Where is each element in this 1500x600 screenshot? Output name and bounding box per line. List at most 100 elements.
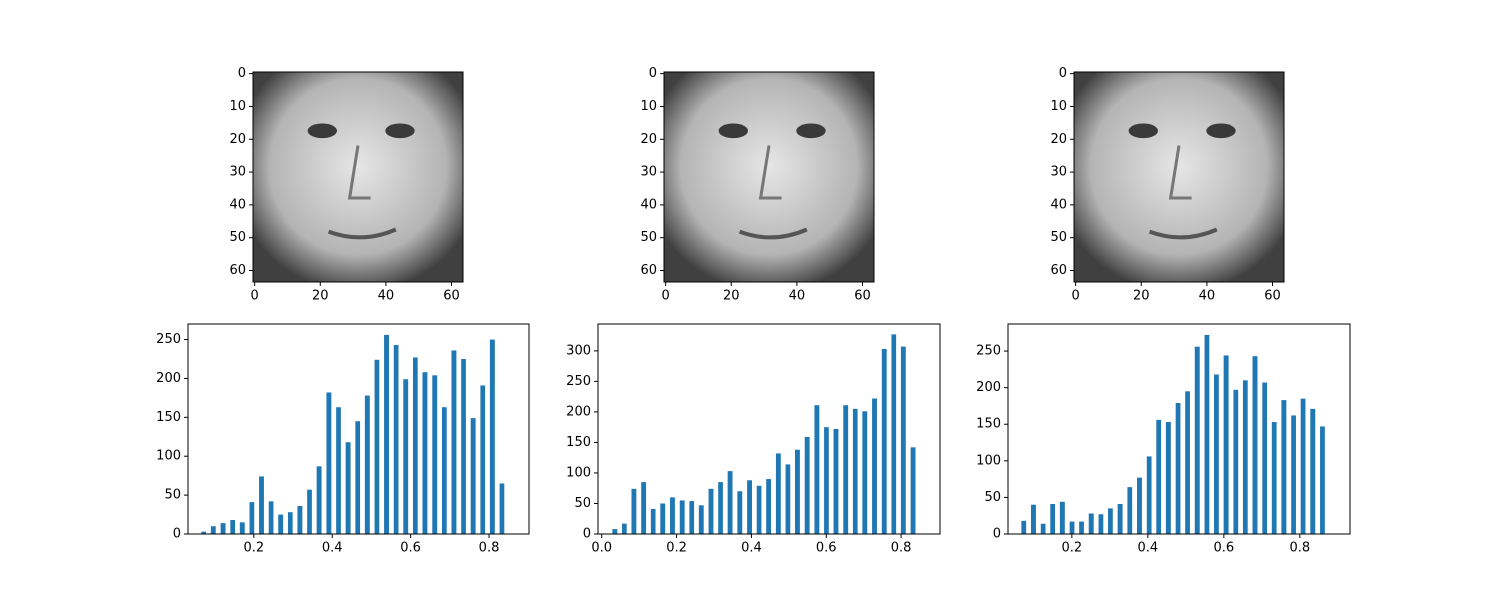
bar (1021, 520, 1027, 534)
bar (201, 531, 207, 534)
bar (843, 405, 849, 534)
mouth (327, 227, 397, 240)
bar (900, 346, 906, 534)
y-tick-label: 20 (229, 132, 246, 147)
y-tick-label: 60 (229, 263, 246, 278)
bar (220, 523, 226, 534)
face-image (664, 72, 874, 282)
eye (796, 123, 826, 139)
x-tick-label: 0.8 (1289, 541, 1310, 556)
bar (1079, 521, 1084, 534)
bar (259, 476, 264, 534)
bar (1320, 426, 1325, 534)
bar (1262, 382, 1268, 534)
bar (1204, 334, 1210, 534)
y-tick-label: 50 (164, 488, 181, 503)
mouth (738, 227, 808, 240)
face-image (1074, 72, 1284, 282)
bar (766, 479, 772, 534)
bar (326, 392, 332, 534)
x-tick-label: 0.2 (666, 541, 687, 556)
y-tick-label: 10 (229, 99, 246, 114)
x-tick-label: 20 (312, 289, 329, 304)
bar (422, 372, 428, 534)
bar (756, 485, 762, 534)
bar (1108, 508, 1113, 534)
bar (451, 350, 457, 534)
axes-frame (252, 71, 464, 283)
x-tick-label: 0.2 (1061, 541, 1082, 556)
bar (814, 405, 820, 534)
x-tick-label: 0.6 (400, 541, 421, 556)
bar (403, 379, 409, 534)
y-tick-label: 40 (229, 197, 246, 212)
y-tick-label: 250 (156, 332, 181, 347)
eye (1206, 123, 1236, 139)
bar (287, 512, 293, 534)
y-tick-label: 0 (1059, 66, 1067, 81)
bar (345, 442, 351, 534)
bar (268, 501, 274, 534)
bar (1223, 355, 1229, 534)
bar (461, 359, 466, 534)
bar (1194, 346, 1200, 534)
bar (1069, 521, 1075, 534)
y-tick-label: 40 (1050, 197, 1067, 212)
bar (432, 375, 438, 534)
x-tick-label: 0 (1072, 289, 1080, 304)
bar (747, 480, 752, 534)
y-tick-label: 50 (1050, 230, 1067, 245)
bar (336, 407, 341, 534)
bar (660, 503, 666, 534)
bar (737, 491, 743, 534)
eye (718, 123, 748, 139)
x-tick-label: 0.8 (479, 541, 500, 556)
y-tick-label: 150 (566, 435, 591, 450)
bar (480, 385, 486, 534)
y-tick-label: 10 (640, 99, 657, 114)
bar (239, 522, 245, 534)
bar (1242, 380, 1248, 534)
y-tick-label: 50 (984, 490, 1001, 505)
y-tick-label: 150 (976, 417, 1001, 432)
bar (708, 488, 714, 534)
bar (891, 334, 897, 534)
bar (1300, 398, 1306, 534)
bar (1214, 374, 1219, 534)
bar (1310, 408, 1316, 534)
bar (355, 421, 361, 534)
bar (1137, 477, 1142, 534)
x-tick-label: 40 (1199, 289, 1216, 304)
y-tick-label: 20 (1050, 132, 1067, 147)
bar (718, 482, 723, 534)
bar (698, 505, 704, 534)
bar (785, 464, 791, 534)
bar (393, 345, 399, 534)
x-tick-label: 0.2 (244, 541, 265, 556)
bar (775, 453, 781, 534)
y-tick-label: 50 (640, 230, 657, 245)
bar (881, 349, 887, 534)
x-tick-label: 20 (723, 289, 740, 304)
x-tick-label: 60 (1264, 289, 1281, 304)
bar (278, 514, 284, 534)
y-tick-label: 60 (1050, 263, 1067, 278)
y-tick-label: 150 (156, 410, 181, 425)
bar (910, 447, 916, 534)
x-tick-label: 0.6 (1213, 541, 1234, 556)
bar (1156, 419, 1162, 534)
bar (1030, 504, 1036, 534)
bar (650, 508, 656, 534)
y-tick-label: 0 (173, 527, 181, 542)
bar (612, 529, 618, 534)
x-tick-label: 0.4 (322, 541, 343, 556)
mouth (1148, 227, 1218, 240)
bar (795, 449, 800, 534)
y-tick-label: 250 (976, 344, 1001, 359)
face-image (253, 72, 463, 282)
y-tick-label: 20 (640, 132, 657, 147)
y-tick-label: 300 (566, 343, 591, 358)
eye (1128, 123, 1159, 139)
bar (689, 501, 695, 534)
bar (470, 418, 476, 534)
